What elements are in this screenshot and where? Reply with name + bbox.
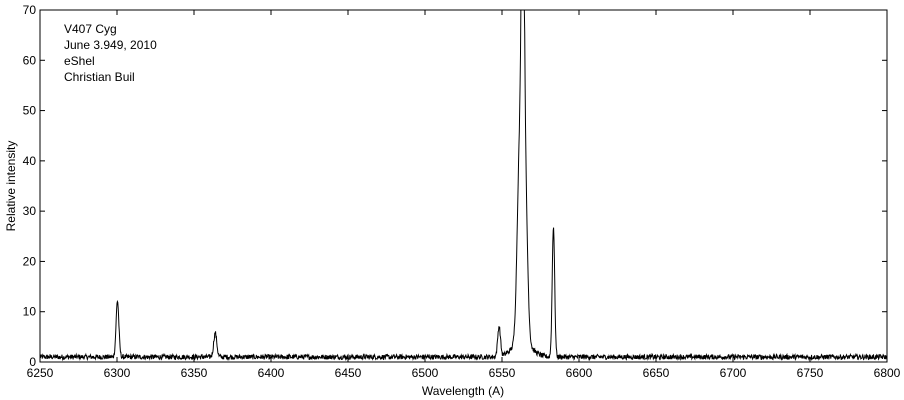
y-tick-label: 20 bbox=[23, 254, 37, 268]
y-axis-ticks: 0 10 20 30 40 50 60 70 bbox=[23, 3, 887, 369]
x-tick-label: 6450 bbox=[335, 366, 362, 380]
y-tick-label: 10 bbox=[23, 305, 37, 319]
y-tick-label: 40 bbox=[23, 154, 37, 168]
annotation-observer: Christian Buil bbox=[64, 70, 135, 84]
x-tick-label: 6800 bbox=[874, 366, 901, 380]
annotation-star-name: V407 Cyg bbox=[64, 22, 117, 36]
x-axis-ticks: 6250 6300 6350 6400 6450 6500 6550 6600 6650 6700… bbox=[27, 10, 901, 380]
y-tick-label: 0 bbox=[29, 355, 36, 369]
y-tick-label: 50 bbox=[23, 104, 37, 118]
x-tick-label: 6300 bbox=[104, 366, 131, 380]
x-tick-label: 6750 bbox=[797, 366, 824, 380]
y-tick-label: 70 bbox=[23, 3, 37, 17]
x-tick-label: 6350 bbox=[181, 366, 208, 380]
x-tick-label: 6650 bbox=[643, 366, 670, 380]
annotation-block: V407 Cyg June 3.949, 2010 eShel Christia… bbox=[64, 22, 157, 84]
spectrum-line bbox=[39, 9, 888, 362]
annotation-date: June 3.949, 2010 bbox=[64, 38, 157, 52]
x-tick-label: 6700 bbox=[720, 366, 747, 380]
x-tick-label: 6500 bbox=[412, 366, 439, 380]
x-tick-label: 6600 bbox=[566, 366, 593, 380]
plot-area bbox=[39, 9, 888, 363]
y-tick-label: 30 bbox=[23, 204, 37, 218]
x-tick-label: 6550 bbox=[489, 366, 516, 380]
y-tick-label: 60 bbox=[23, 53, 37, 67]
annotation-instrument: eShel bbox=[64, 54, 95, 68]
x-tick-label: 6400 bbox=[258, 366, 285, 380]
y-axis-label: Relative intensity bbox=[4, 141, 18, 232]
x-axis-label: Wavelength (A) bbox=[422, 384, 504, 398]
x-tick-label: 6250 bbox=[27, 366, 54, 380]
